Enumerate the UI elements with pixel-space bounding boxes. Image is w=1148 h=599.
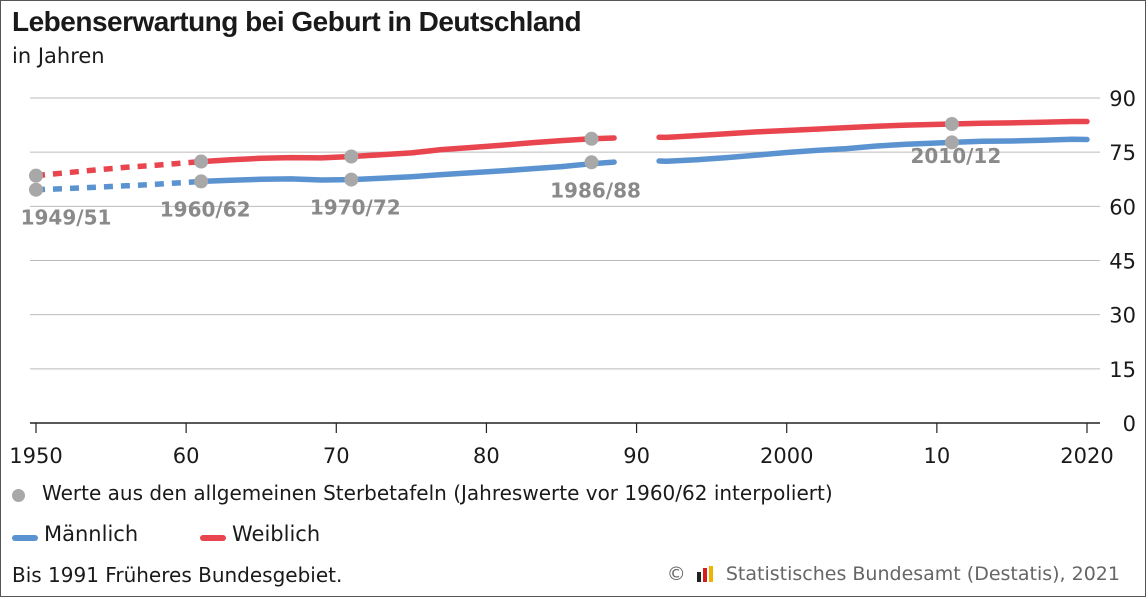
marker-dot-female-1 <box>194 154 209 169</box>
marker-dot-male-3 <box>584 155 599 170</box>
marker-dot-male-2 <box>344 172 359 187</box>
marker-dot-female-0 <box>29 168 43 183</box>
x-tick-label-1990: 90 <box>623 444 650 468</box>
marker-label-4: 2010/12 <box>910 144 1001 168</box>
series-lines <box>35 118 1090 193</box>
source-text: Statistisches Bundesamt (Destatis), 2021 <box>725 563 1120 585</box>
series-line-dashed-0 <box>35 178 202 193</box>
x-tick-label-1980: 80 <box>473 444 500 468</box>
marker-label-3: 1986/88 <box>550 178 641 202</box>
marker-dot-female-4 <box>944 117 959 131</box>
y-axis-ticks: 0 15 30 45 60 75 90 <box>1109 87 1136 436</box>
marker-label-0: 1949/51 <box>21 206 112 230</box>
legend-swatch-female <box>200 535 226 541</box>
marker-labels: 1949/51 1960/62 1970/72 1986/88 2010/12 <box>21 144 1002 230</box>
x-axis: 1950 60 70 80 90 2000 10 2020 <box>9 423 1114 468</box>
destatis-logo-icon <box>696 565 716 587</box>
marker-dot-female-2 <box>344 149 359 164</box>
legend-swatch-male <box>12 535 38 541</box>
x-tick-label-1950: 1950 <box>9 444 62 468</box>
marker-dot-male-4 <box>944 135 959 150</box>
x-tick-label-2010: 10 <box>923 444 950 468</box>
chart-subtitle: in Jahren <box>12 44 105 68</box>
copyright-symbol: © <box>666 563 686 585</box>
x-tick-label-2020: 2020 <box>1060 444 1113 468</box>
y-tick-label-0: 0 <box>1123 412 1136 436</box>
x-tick-label-1960: 60 <box>173 444 200 468</box>
marker-label-1: 1960/62 <box>160 197 251 221</box>
legend-label-male: Männlich <box>44 522 139 546</box>
dots-legend-text: Werte aus den allgemeinen Sterbetafeln (… <box>42 481 833 505</box>
series-line-1-part2 <box>656 118 1090 141</box>
series-line-dashed-1 <box>35 158 202 179</box>
dots-legend-icon <box>12 489 25 502</box>
marker-dot-male-1 <box>194 174 209 189</box>
marker-dot-female-3 <box>584 131 599 146</box>
y-tick-label-15: 15 <box>1109 358 1136 382</box>
footnote: Bis 1991 Früheres Bundesgebiet. <box>12 563 343 587</box>
legend-label-female: Weiblich <box>232 522 321 546</box>
chart-title: Lebenserwartung bei Geburt in Deutschlan… <box>12 6 582 37</box>
marker-dots <box>29 117 959 197</box>
series-line-1-part1 <box>198 135 617 165</box>
series-line-0-part2 <box>656 136 1090 164</box>
x-tick-label-1970: 70 <box>323 444 350 468</box>
grid-lines <box>30 97 1100 424</box>
marker-dot-male-0 <box>29 182 43 197</box>
series-line-0-part1 <box>198 159 617 185</box>
y-tick-label-30: 30 <box>1109 304 1136 328</box>
x-tick-label-2000: 2000 <box>760 444 813 468</box>
marker-label-2: 1970/72 <box>310 196 401 220</box>
source-credit: © Statistisches Bundesamt (Destatis), 20… <box>667 563 1120 587</box>
y-tick-label-75: 75 <box>1109 141 1136 165</box>
y-tick-label-90: 90 <box>1109 87 1136 111</box>
y-tick-label-60: 60 <box>1109 195 1136 219</box>
y-tick-label-45: 45 <box>1109 250 1136 274</box>
